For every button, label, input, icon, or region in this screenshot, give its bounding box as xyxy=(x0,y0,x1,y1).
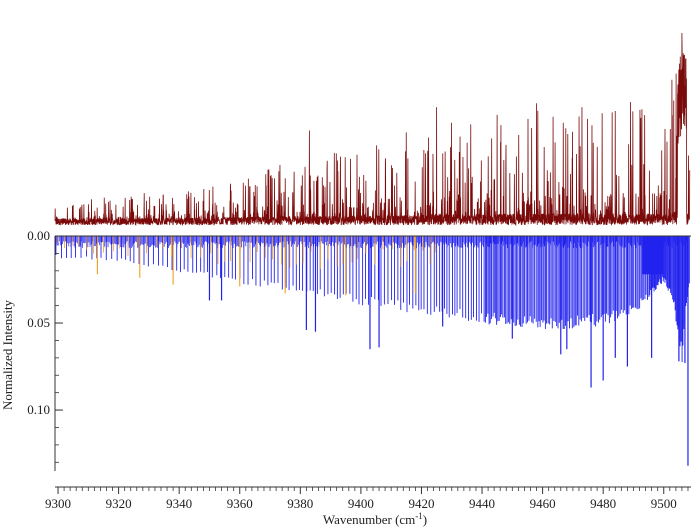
x-tick-label: 9480 xyxy=(590,496,616,511)
x-tick-label: 9340 xyxy=(166,496,192,511)
x-tick-label: 9300 xyxy=(45,496,71,511)
x-tick-label: 9500 xyxy=(651,496,677,511)
y-tick-label: 0.10 xyxy=(27,402,50,417)
observed-spectrum xyxy=(54,32,691,227)
x-tick-label: 9360 xyxy=(227,496,253,511)
x-tick-label: 9420 xyxy=(408,496,434,511)
y-tick-label: 0.05 xyxy=(27,315,50,330)
x-tick-label: 9400 xyxy=(348,496,374,511)
simulated-secondary-stick-spectrum xyxy=(57,236,437,296)
x-tick-label: 9380 xyxy=(287,496,313,511)
x-tick-label: 9440 xyxy=(469,496,495,511)
axes: 0.00 0.05 0.10 9300 9320 9340 9360 9380 9400 9420… xyxy=(27,228,691,511)
y-axis-title: Normalized Intensity xyxy=(0,299,15,410)
x-tick-label: 9460 xyxy=(530,496,556,511)
observed-trace xyxy=(54,32,691,227)
x-axis-title: Wavenumber (cm-1) xyxy=(323,511,427,527)
blue-dense-band xyxy=(642,236,664,275)
simulated-stick-spectrum xyxy=(54,236,690,466)
y-tick-label: 0.00 xyxy=(27,228,50,243)
x-tick-label: 9320 xyxy=(106,496,132,511)
